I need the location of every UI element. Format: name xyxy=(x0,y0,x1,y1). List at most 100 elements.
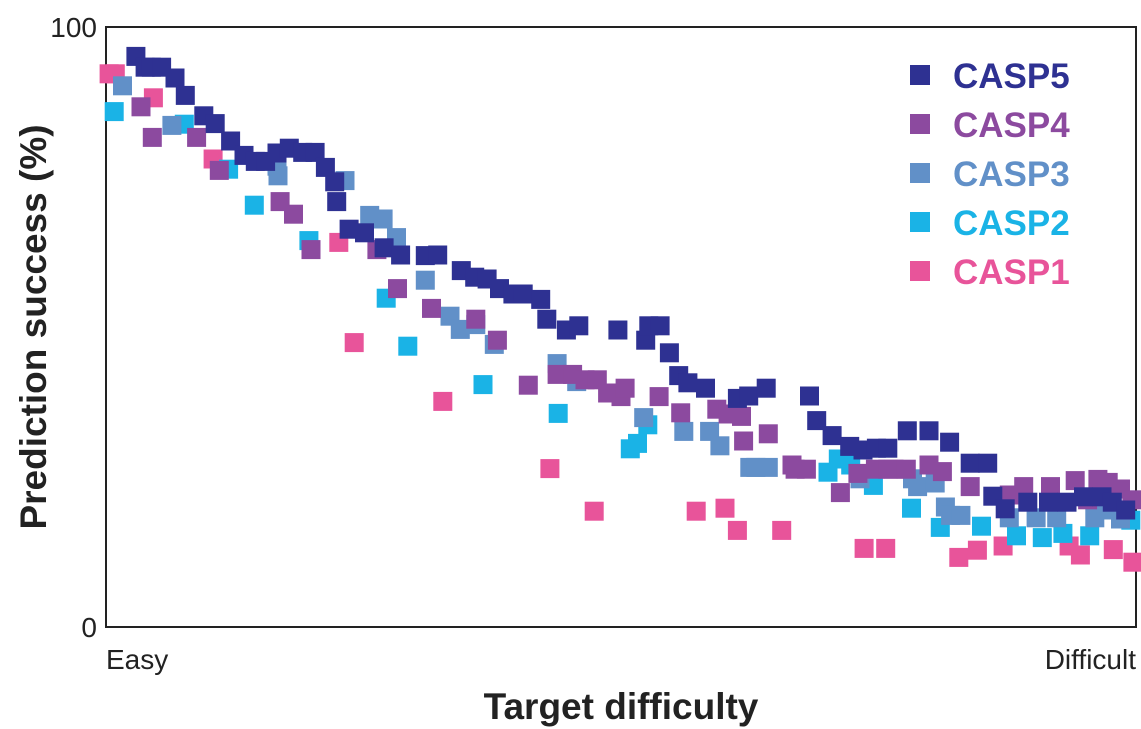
point-casp5-63 xyxy=(1074,487,1093,507)
point-casp5-19 xyxy=(339,219,359,239)
point-casp5-60 xyxy=(1018,492,1038,512)
point-casp4-25 xyxy=(734,431,754,451)
legend-label-casp2: CASP2 xyxy=(953,204,1070,243)
point-casp5-45 xyxy=(756,378,776,398)
point-casp3-16 xyxy=(674,421,694,441)
x-tick-label-difficult: Difficult xyxy=(1045,644,1137,675)
point-casp5-22 xyxy=(391,245,411,265)
point-casp4-1 xyxy=(142,127,162,147)
point-casp2-20 xyxy=(1032,528,1052,548)
point-casp4-10 xyxy=(466,309,486,329)
point-casp5-53 xyxy=(897,421,917,441)
point-casp5-5 xyxy=(175,85,195,105)
point-casp4-3 xyxy=(209,160,229,180)
point-casp3-30 xyxy=(1026,508,1046,528)
point-casp2-22 xyxy=(1080,526,1100,546)
point-casp4-40 xyxy=(1014,477,1034,497)
point-casp5-54 xyxy=(919,421,939,441)
point-casp4-26 xyxy=(758,424,778,444)
point-casp1-13 xyxy=(854,538,874,558)
point-casp1-5 xyxy=(344,333,364,353)
point-casp4-12 xyxy=(518,375,538,395)
point-casp4-8 xyxy=(388,279,407,299)
point-casp4-37 xyxy=(932,462,952,482)
point-casp3-8 xyxy=(415,270,435,290)
point-casp1-20 xyxy=(1103,540,1123,560)
point-casp2-7 xyxy=(473,375,493,395)
point-casp4-20 xyxy=(649,387,669,407)
legend-marker-casp3 xyxy=(910,163,930,183)
point-casp3-1 xyxy=(162,115,182,135)
point-casp5-39 xyxy=(659,343,679,363)
legend-marker-casp4 xyxy=(910,114,930,134)
y-tick-label-max: 100 xyxy=(50,12,97,43)
point-casp1-11 xyxy=(727,520,747,540)
point-casp5-55 xyxy=(940,432,960,452)
legend-label-casp3: CASP3 xyxy=(953,155,1070,194)
point-casp3-31 xyxy=(1047,508,1067,528)
point-casp4-11 xyxy=(487,330,507,350)
point-casp4-42 xyxy=(1065,471,1085,491)
point-casp4-13 xyxy=(547,364,567,384)
point-casp2-18 xyxy=(972,516,991,536)
point-casp4-21 xyxy=(671,403,691,423)
y-tick-label-min: 0 xyxy=(81,612,97,643)
point-casp1-9 xyxy=(686,501,706,521)
point-casp4-0 xyxy=(131,97,151,117)
point-casp2-16 xyxy=(902,498,921,518)
point-casp3-6 xyxy=(373,209,393,229)
point-casp5-46 xyxy=(800,386,819,406)
point-casp5-20 xyxy=(355,223,374,243)
point-casp2-10 xyxy=(628,433,647,453)
point-casp1-7 xyxy=(540,459,560,479)
series-casp4 xyxy=(131,97,1141,510)
y-axis-title: Prediction success (%) xyxy=(13,124,54,529)
point-casp5-34 xyxy=(569,316,589,336)
point-casp5-47 xyxy=(807,411,827,431)
point-casp2-6 xyxy=(398,336,418,356)
series-casp3 xyxy=(113,76,1130,529)
point-casp5-15 xyxy=(305,142,325,162)
legend-marker-casp2 xyxy=(910,212,930,232)
point-casp3-3 xyxy=(268,166,288,186)
point-casp5-62 xyxy=(1057,492,1077,512)
point-casp5-30 xyxy=(513,284,533,304)
point-casp4-41 xyxy=(1041,477,1060,497)
series-casp5 xyxy=(126,46,1136,520)
point-casp2-0 xyxy=(104,102,124,122)
point-casp5-56 xyxy=(960,453,980,473)
legend-marker-casp5 xyxy=(910,65,930,85)
point-casp4-38 xyxy=(960,477,980,497)
legend-label-casp1: CASP1 xyxy=(953,253,1070,292)
point-casp3-17 xyxy=(700,421,720,441)
point-casp4-9 xyxy=(422,298,441,318)
point-casp5-44 xyxy=(739,386,759,406)
point-casp2-3 xyxy=(244,195,264,215)
point-casp5-42 xyxy=(696,378,715,398)
point-casp3-0 xyxy=(113,76,132,96)
point-casp4-2 xyxy=(187,127,207,147)
point-casp4-35 xyxy=(896,459,916,479)
legend: CASP5 CASP4 CASP3 CASP2 CASP1 xyxy=(910,57,1070,292)
point-casp2-21 xyxy=(1053,523,1073,543)
point-casp5-16 xyxy=(315,157,335,177)
point-casp3-18 xyxy=(710,436,730,456)
point-casp1-19 xyxy=(1070,545,1090,565)
point-casp4-19 xyxy=(615,378,635,398)
point-casp4-24 xyxy=(732,406,751,426)
point-casp3-15 xyxy=(634,408,654,428)
point-casp1-8 xyxy=(584,501,604,521)
point-casp1-12 xyxy=(772,520,792,540)
series-casp1 xyxy=(99,64,1141,572)
legend-label-casp4: CASP4 xyxy=(953,106,1070,145)
legend-label-casp5: CASP5 xyxy=(953,57,1070,96)
point-casp5-31 xyxy=(531,289,551,309)
x-tick-label-easy: Easy xyxy=(106,644,168,675)
point-casp1-21 xyxy=(1123,552,1141,572)
x-axis-title: Target difficulty xyxy=(484,686,759,727)
point-casp4-6 xyxy=(301,240,321,260)
point-casp5-36 xyxy=(636,330,656,350)
point-casp5-61 xyxy=(1039,492,1058,512)
point-casp5-7 xyxy=(205,114,225,134)
point-casp5-38 xyxy=(650,316,670,336)
